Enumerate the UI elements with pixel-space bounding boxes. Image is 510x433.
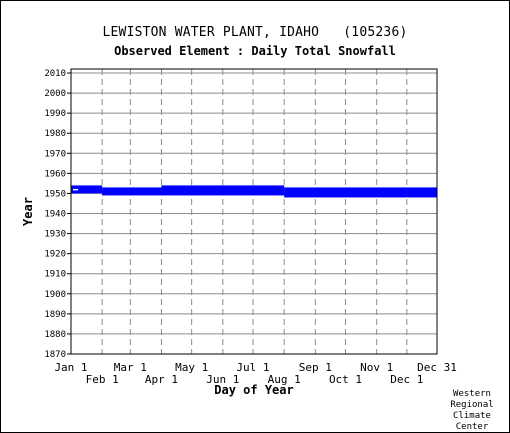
plot-border bbox=[70, 68, 438, 355]
y-tick-label: 1950 bbox=[44, 189, 66, 199]
y-tick-label: 2000 bbox=[44, 89, 66, 99]
chart-subtitle: Observed Element : Daily Total Snowfall bbox=[114, 44, 396, 58]
x-tick-label: Jan 1 bbox=[54, 361, 87, 374]
data-layer bbox=[71, 185, 437, 198]
snowfall-bar bbox=[406, 187, 437, 198]
snowfall-bar bbox=[71, 185, 103, 194]
x-tick-label: Jun 1 bbox=[206, 373, 239, 386]
y-axis-ticks: 1870 1880 1890 1900 1910 1920 1930 1940 1950 1960… bbox=[44, 69, 71, 360]
x-tick-label: May 1 bbox=[175, 361, 208, 374]
x-tick-label: Mar 1 bbox=[114, 361, 147, 374]
snowfall-bar bbox=[102, 187, 162, 196]
y-tick-label: 1990 bbox=[44, 109, 66, 119]
y-tick-label: 2010 bbox=[44, 69, 66, 79]
y-tick-label: 1960 bbox=[44, 169, 66, 179]
y-tick-label: 1890 bbox=[44, 310, 66, 320]
y-tick-label: 1940 bbox=[44, 210, 66, 220]
grid-layer bbox=[71, 69, 437, 355]
snowfall-bar bbox=[161, 185, 285, 196]
y-axis-label: Year bbox=[21, 197, 35, 226]
y-tick-label: 1930 bbox=[44, 230, 66, 240]
x-tick-label: Jul 1 bbox=[236, 361, 269, 374]
x-tick-label: Dec 1 bbox=[390, 373, 423, 386]
x-axis-label: Day of Year bbox=[214, 383, 293, 397]
x-tick-label: Oct 1 bbox=[329, 373, 362, 386]
chart-title: LEWISTON WATER PLANT, IDAHO (105236) bbox=[102, 25, 408, 40]
x-axis-ticks: Jan 1 Mar 1 May 1 Jul 1 Sep 1 Nov 1 Dec 31 Feb … bbox=[54, 361, 456, 386]
x-tick-label: Feb 1 bbox=[86, 373, 119, 386]
y-tick-label: 1920 bbox=[44, 250, 66, 260]
x-tick-label: Dec 31 bbox=[417, 361, 457, 374]
x-tick-label: Aug 1 bbox=[268, 373, 301, 386]
y-tick-label: 1980 bbox=[44, 129, 66, 139]
x-tick-label: Sep 1 bbox=[299, 361, 332, 374]
y-tick-label: 1910 bbox=[44, 270, 66, 280]
y-tick-label: 1880 bbox=[44, 330, 66, 340]
credit-text: Western Regional Climate Center bbox=[450, 389, 494, 432]
x-tick-label: Nov 1 bbox=[360, 361, 393, 374]
x-tick-label: Apr 1 bbox=[145, 373, 178, 386]
y-tick-label: 1900 bbox=[44, 290, 66, 300]
snowfall-bar bbox=[284, 187, 407, 198]
y-tick-label: 1870 bbox=[44, 350, 66, 360]
data-gap bbox=[73, 188, 79, 191]
y-tick-label: 1970 bbox=[44, 149, 66, 159]
